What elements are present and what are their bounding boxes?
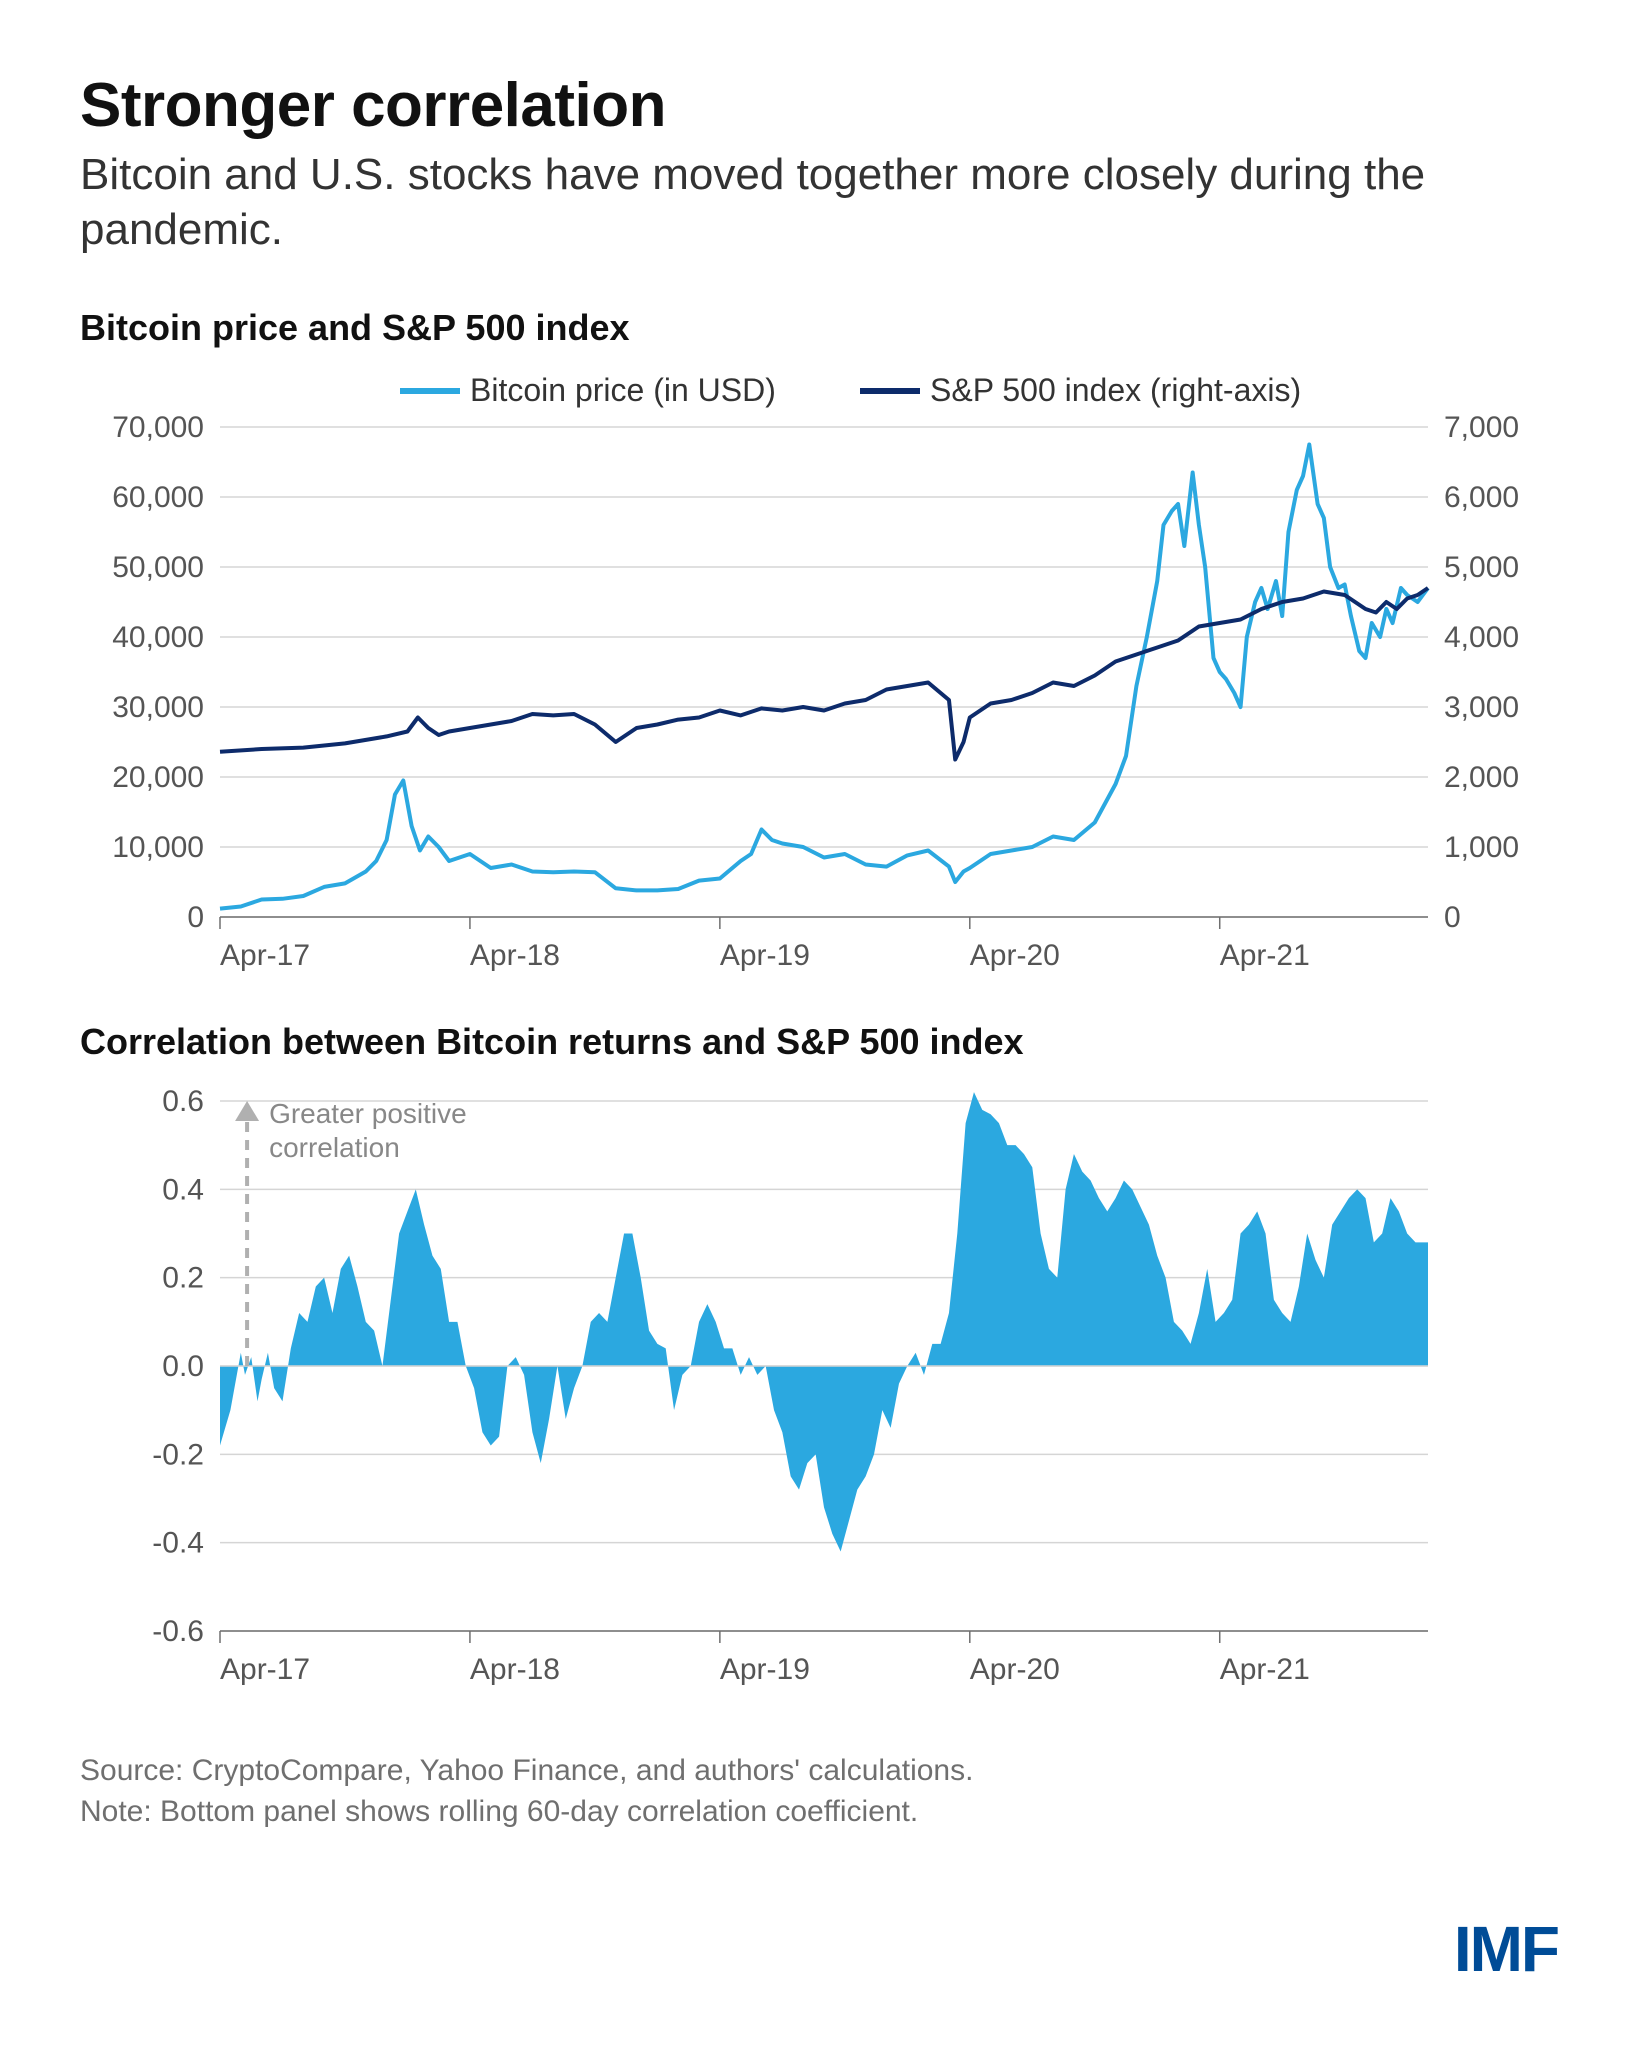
y-tick-label: 0.4 [162,1173,204,1206]
x-tick-label: Apr-20 [970,1653,1060,1686]
y-right-tick-label: 4,000 [1444,621,1519,654]
imf-logo: IMF [1454,1912,1558,1986]
legend-bitcoin-label: Bitcoin price (in USD) [470,372,776,408]
y-left-tick-label: 60,000 [112,481,204,514]
sp500-line [220,588,1428,760]
page-title: Stronger correlation [80,70,1558,141]
annotation-text: correlation [269,1132,400,1163]
y-left-tick-label: 40,000 [112,621,204,654]
y-tick-label: -0.6 [152,1615,204,1648]
x-tick-label: Apr-17 [220,1653,310,1686]
x-tick-label: Apr-17 [220,939,310,972]
y-right-tick-label: 3,000 [1444,691,1519,724]
x-tick-label: Apr-21 [1220,1653,1310,1686]
y-tick-label: 0.2 [162,1262,204,1295]
y-tick-label: 0.6 [162,1085,204,1118]
y-right-tick-label: 1,000 [1444,831,1519,864]
x-tick-label: Apr-18 [470,939,560,972]
annotation-text: Greater positive [269,1098,467,1129]
correlation-area [220,1092,1428,1551]
y-right-tick-label: 0 [1444,901,1461,934]
x-tick-label: Apr-18 [470,1653,560,1686]
annotation-arrow-head [235,1101,259,1121]
chart2-title: Correlation between Bitcoin returns and … [80,1021,1558,1063]
y-right-tick-label: 6,000 [1444,481,1519,514]
chart1-legend: Bitcoin price (in USD) S&P 500 index (rig… [400,372,1301,408]
y-right-tick-label: 5,000 [1444,551,1519,584]
y-left-tick-label: 20,000 [112,761,204,794]
bitcoin-line [220,445,1428,909]
legend-sp500-label: S&P 500 index (right-axis) [930,372,1301,408]
y-left-tick-label: 30,000 [112,691,204,724]
x-tick-label: Apr-19 [720,939,810,972]
x-tick-label: Apr-19 [720,1653,810,1686]
note-line: Note: Bottom panel shows rolling 60-day … [80,1792,1558,1833]
source-line: Source: CryptoCompare, Yahoo Finance, an… [80,1751,1558,1792]
y-tick-label: -0.4 [152,1527,204,1560]
y-right-tick-label: 2,000 [1444,761,1519,794]
y-left-tick-label: 50,000 [112,551,204,584]
page-subtitle: Bitcoin and U.S. stocks have moved toget… [80,147,1480,257]
y-left-tick-label: 10,000 [112,831,204,864]
y-left-tick-label: 70,000 [112,411,204,444]
x-tick-label: Apr-20 [970,939,1060,972]
price-chart: 0 0 10,000 1,000 20,000 2,000 30,000 3,000 40,00… [80,357,1558,997]
y-right-tick-label: 7,000 [1444,411,1519,444]
chart1-title: Bitcoin price and S&P 500 index [80,307,1558,349]
y-tick-label: 0.0 [162,1350,204,1383]
y-tick-label: -0.2 [152,1438,204,1471]
y-left-tick-label: 0 [187,901,204,934]
correlation-chart: -0.6 -0.4 -0.2 0.0 0.2 0.4 0.6 Apr-17 Apr-18 Apr-… [80,1071,1558,1711]
x-tick-label: Apr-21 [1220,939,1310,972]
